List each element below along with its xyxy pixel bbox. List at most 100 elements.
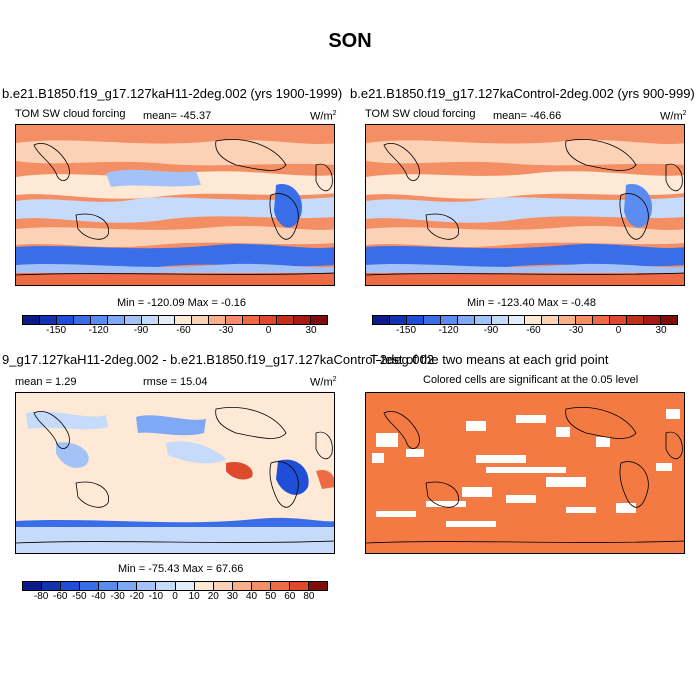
colorbar-swatch — [610, 316, 628, 324]
colorbar-swatch — [294, 316, 311, 324]
colorbar-swatch — [42, 582, 62, 590]
colorbar-tick-label: -90 — [133, 325, 149, 336]
colorbar-swatch — [423, 316, 441, 324]
colorbar-swatch — [23, 316, 40, 324]
colorbar-tick-label: 0 — [615, 325, 622, 336]
colorbar-tick-label: -120 — [438, 325, 459, 336]
colorbar-swatch — [660, 316, 677, 324]
colorbar-swatch — [90, 316, 108, 324]
colorbar-swatch — [39, 316, 57, 324]
colorbar-tick-label: 60 — [284, 591, 296, 602]
colorbar-tick-label: 0 — [265, 325, 272, 336]
colorbar-swatch — [251, 582, 271, 590]
colorbar-top-left-ticks: -150 -120 -90 -60 -30 0 30 — [22, 325, 328, 339]
panel2-minmax: Min = -123.40 Max = -0.48 — [467, 297, 597, 309]
colorbar-swatch — [141, 316, 159, 324]
colorbar-tick-label: -90 — [483, 325, 499, 336]
colorbar-swatch — [175, 582, 195, 590]
colorbar-swatch — [118, 582, 138, 590]
panel3-map — [15, 392, 335, 554]
panel3-title: 9_g17.127kaH11-2deg.002 - b.e21.B1850.f1… — [2, 352, 434, 367]
panel2-map — [365, 124, 685, 286]
colorbar-swatch — [508, 316, 526, 324]
colorbar-top-right-ticks: -150 -120 -90 -60 -30 0 30 — [372, 325, 678, 339]
colorbar-tick-label: -30 — [218, 325, 234, 336]
panel2-map-field — [366, 125, 684, 285]
figure-title: SON — [328, 30, 372, 52]
panel3-rmse: rmse = 15.04 — [143, 376, 208, 388]
colorbar-swatch — [270, 582, 290, 590]
colorbar-swatch — [474, 316, 492, 324]
colorbar-swatch — [99, 582, 119, 590]
panel1-mean: mean= -45.37 — [143, 110, 212, 122]
colorbar-tick-label: 30 — [655, 325, 667, 336]
colorbar-swatch — [389, 316, 407, 324]
colorbar-swatch — [61, 582, 81, 590]
colorbar-tick-label: -30 — [568, 325, 584, 336]
colorbar-swatch — [289, 582, 309, 590]
colorbar-swatch — [73, 316, 91, 324]
colorbar-swatch — [525, 316, 543, 324]
colorbar-tick-label: 10 — [188, 591, 200, 602]
colorbar-swatch — [644, 316, 661, 324]
panel2-title: b.e21.B1850.f19_g17.127kaControl-2deg.00… — [350, 86, 695, 101]
colorbar-swatch — [243, 316, 261, 324]
panel2-units: W/m2 — [660, 110, 687, 123]
colorbar-swatch — [491, 316, 509, 324]
colorbar-tick-label: 20 — [207, 591, 219, 602]
colorbar-tick-label: -40 — [91, 591, 106, 602]
panel2-left-label: TOM SW cloud forcing — [365, 108, 476, 120]
panel1-map-field — [16, 125, 334, 285]
colorbar-swatch — [192, 316, 210, 324]
colorbar-swatch — [440, 316, 458, 324]
panel2-mean: mean= -46.66 — [493, 110, 562, 122]
colorbar-top-left — [22, 315, 328, 325]
panel4-subtitle: Colored cells are significant at the 0.0… — [423, 374, 639, 386]
colorbar-tick-label: 0 — [172, 591, 178, 602]
panel3-units: W/m2 — [310, 376, 337, 389]
colorbar-swatch — [542, 316, 560, 324]
colorbar-swatch — [310, 316, 327, 324]
colorbar-top-right — [372, 315, 678, 325]
colorbar-tick-label: 30 — [305, 325, 317, 336]
colorbar-tick-label: -20 — [129, 591, 144, 602]
colorbar-swatch — [406, 316, 424, 324]
panel1-title: b.e21.B1850.f19_g17.127kaH11-2deg.002 (y… — [2, 86, 343, 101]
colorbar-swatch — [260, 316, 278, 324]
colorbar-swatch — [232, 582, 252, 590]
panel1-left-label: TOM SW cloud forcing — [15, 108, 126, 120]
colorbar-swatch — [80, 582, 100, 590]
colorbar-tick-label: -10 — [148, 591, 164, 602]
colorbar-swatch — [277, 316, 294, 324]
colorbar-tick-label: -30 — [110, 591, 125, 602]
panel1-map — [15, 124, 335, 286]
colorbar-swatch — [213, 582, 233, 590]
colorbar-swatch — [107, 316, 125, 324]
colorbar-swatch — [373, 316, 390, 324]
colorbar-swatch — [56, 316, 74, 324]
colorbar-swatch — [559, 316, 577, 324]
colorbar-swatch — [158, 316, 176, 324]
colorbar-tick-label: 30 — [226, 591, 238, 602]
panel1-units: W/m2 — [310, 110, 337, 123]
colorbar-swatch — [308, 582, 327, 590]
panel4-map-field — [366, 393, 684, 553]
colorbar-tick-label: -150 — [45, 325, 67, 336]
panel3-map-field — [16, 393, 334, 553]
panel4-title: T-test of the two means at each grid poi… — [370, 352, 609, 367]
colorbar-swatch — [194, 582, 214, 590]
panel1-minmax: Min = -120.09 Max = -0.16 — [117, 297, 247, 309]
colorbar-swatch — [226, 316, 244, 324]
colorbar-swatch — [137, 582, 157, 590]
colorbar-tick-label: -60 — [176, 325, 191, 336]
colorbar-swatch — [23, 582, 43, 590]
colorbar-swatch — [156, 582, 176, 590]
colorbar-tick-label: 80 — [303, 591, 315, 602]
panel3-minmax: Min = -75.43 Max = 67.66 — [118, 563, 244, 575]
colorbar-bottom — [22, 581, 328, 591]
colorbar-tick-label: -60 — [526, 325, 541, 336]
colorbar-tick-label: -50 — [72, 591, 87, 602]
colorbar-swatch — [457, 316, 475, 324]
colorbar-swatch — [175, 316, 193, 324]
colorbar-swatch — [576, 316, 594, 324]
